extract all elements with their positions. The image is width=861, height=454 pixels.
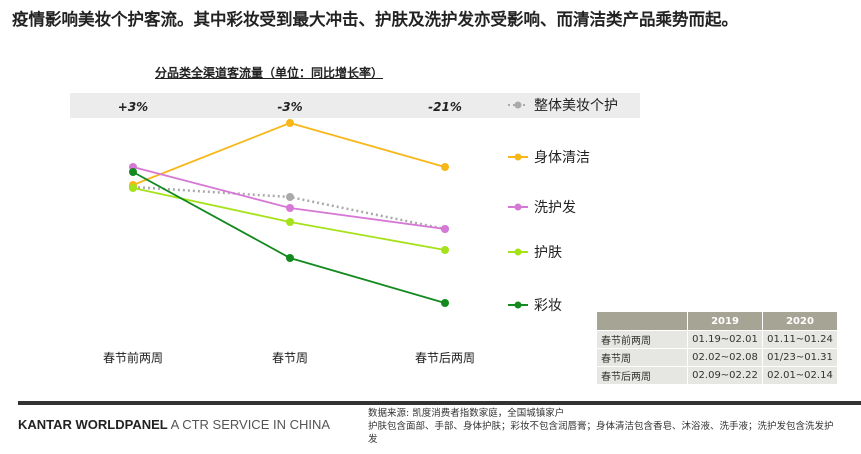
series-line-4: [132, 171, 446, 304]
data-point: [129, 168, 137, 176]
brand-tagline: A CTR SERVICE IN CHINA: [167, 417, 331, 432]
x-tick-label: 春节后两周: [415, 351, 475, 365]
legend-label: 护肤: [534, 245, 562, 261]
brand-logo: KANTAR WORLDPANEL A CTR SERVICE IN CHINA: [18, 417, 330, 432]
legend-label: 身体清洁: [534, 150, 590, 166]
x-tick-label: 春节周: [272, 351, 308, 365]
table-header: [597, 312, 687, 330]
data-point: [286, 254, 294, 262]
data-point: [286, 204, 294, 212]
annotation-label: -21%: [428, 100, 462, 114]
table-header: 2019: [688, 312, 762, 330]
chart-title: 分品类全渠道客流量（单位：同比增长率）: [155, 66, 384, 80]
annotation-band: [70, 93, 640, 118]
legend-marker: [514, 301, 522, 309]
data-point: [441, 163, 449, 171]
data-point: [441, 299, 449, 307]
legend-label: 洗护发: [534, 200, 576, 216]
legend-marker: [514, 203, 522, 211]
table-cell: 01/23~01.31: [763, 349, 837, 366]
data-point: [441, 225, 449, 233]
annotation-label: +3%: [118, 100, 148, 114]
headline: 疫情影响美妆个护客流。其中彩妆受到最大冲击、护肤及洗护发亦受影响、而清洁类产品乘…: [12, 10, 738, 29]
source-note: 数据来源: 凯度消费者指数家庭，全国城镇家户: [368, 408, 565, 419]
x-tick-label: 春节前两周: [103, 350, 163, 365]
brand-name: KANTAR WORLDPANEL: [18, 417, 168, 432]
series-line-1: [132, 122, 446, 186]
table-cell: 02.01~02.14: [763, 367, 837, 384]
table-row: 春节周 02.02~02.08 01/23~01.31: [597, 349, 837, 366]
table-row: 春节前两周 01.19~02.01 01.11~01.24: [597, 331, 837, 348]
data-point: [286, 218, 294, 226]
data-point: [129, 184, 137, 192]
data-point: [441, 246, 449, 254]
table-cell: 02.02~02.08: [688, 349, 762, 366]
definition-note: 护肤包含面部、手部、身体护肤；彩妆不包含润唇膏；身体清洁包含香皂、沐浴液、洗手液…: [368, 421, 834, 445]
legend-label: 整体美妆个护: [534, 98, 618, 114]
table-cell: 春节前两周: [597, 331, 687, 348]
table-cell: 01.11~01.24: [763, 331, 837, 348]
table-header: 2020: [763, 312, 837, 330]
footnotes: 数据来源: 凯度消费者指数家庭，全国城镇家户 护肤包含面部、手部、身体护肤；彩妆…: [368, 407, 838, 446]
legend-label: 彩妆: [534, 298, 562, 314]
table-cell: 春节后两周: [597, 367, 687, 384]
date-table: 2019 2020 春节前两周 01.19~02.01 01.11~01.24 春节周…: [596, 311, 838, 385]
table-cell: 01.19~02.01: [688, 331, 762, 348]
annotation-label: -3%: [277, 100, 302, 114]
legend-marker: [514, 248, 522, 256]
legend-marker: [514, 153, 522, 161]
table-cell: 02.09~02.22: [688, 367, 762, 384]
table-row: 春节后两周 02.09~02.22 02.01~02.14: [597, 367, 837, 384]
data-point: [286, 193, 294, 201]
data-point: [286, 119, 294, 127]
legend-marker: [514, 101, 522, 109]
footer-divider: [18, 401, 861, 405]
table-cell: 春节周: [597, 349, 687, 366]
